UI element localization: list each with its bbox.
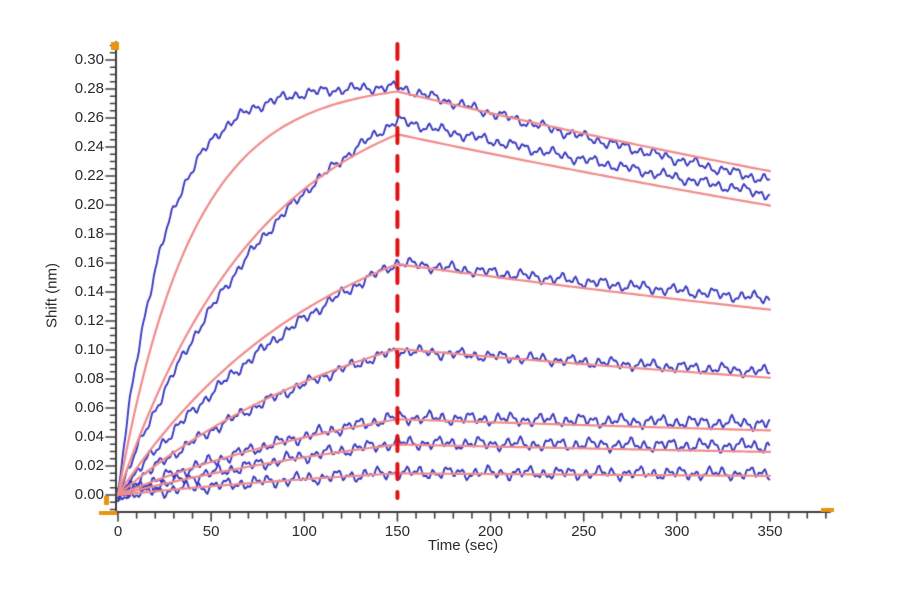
y-axis-tick-label: 0.06 [74, 399, 104, 416]
y-axis-tick-label: 0.08 [74, 370, 104, 387]
y-axis-tick-label: 0.00 [74, 486, 104, 503]
y-axis-tick-label: 0.16 [74, 254, 104, 271]
y-axis-tick-label: 0.28 [74, 80, 104, 97]
y-axis-tick-label: 0.18 [74, 225, 104, 242]
x-axis-tick-label: 250 [571, 523, 597, 540]
y-axis-tick-label: 0.14 [74, 283, 104, 300]
x-axis-tick-label: 0 [113, 523, 123, 540]
y-axis-tick-label: 0.20 [74, 196, 104, 213]
x-axis-tick-label: 350 [757, 523, 783, 540]
x-axis-tick-label: 100 [291, 523, 317, 540]
y-axis-tick-label: 0.02 [74, 457, 104, 474]
y-axis-tick-label: 0.10 [74, 341, 104, 358]
x-axis-title: Time (sec) [427, 537, 499, 554]
x-axis-tick-label: 200 [478, 523, 504, 540]
x-axis-tick-label: 300 [664, 523, 690, 540]
y-axis-tick-label: 0.26 [74, 109, 104, 126]
y-axis-tick-label: 0.24 [74, 138, 104, 155]
x-axis-tick-label: 50 [202, 523, 220, 540]
y-axis-tick-label: 0.22 [74, 167, 104, 184]
y-axis-tick-label: 0.30 [74, 51, 104, 68]
y-axis-tick-label: 0.12 [74, 312, 104, 329]
y-axis-tick-label: 0.04 [74, 428, 104, 445]
x-axis-tick-label: 150 [384, 523, 410, 540]
